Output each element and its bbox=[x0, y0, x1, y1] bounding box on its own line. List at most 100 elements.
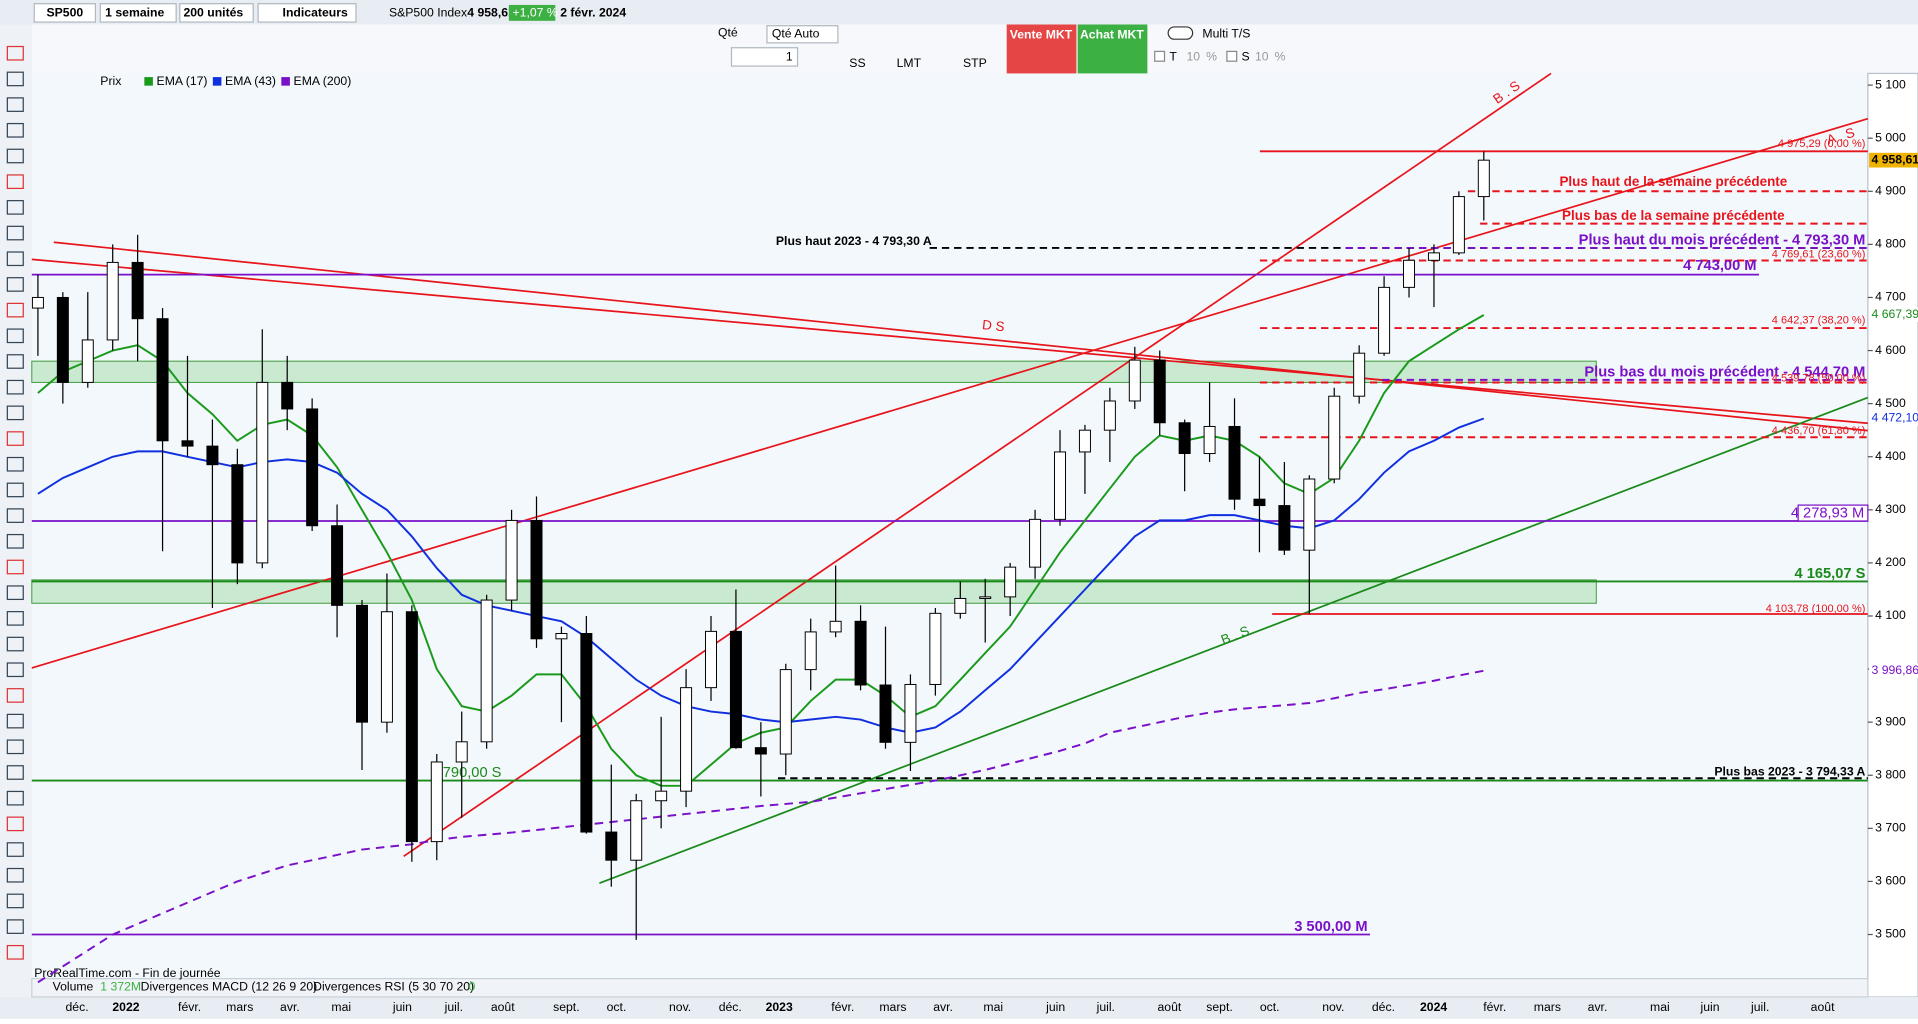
candle-body bbox=[1278, 505, 1291, 551]
candle-body bbox=[455, 741, 468, 763]
price-tag bbox=[1869, 152, 1918, 168]
left-toolbar bbox=[0, 24, 32, 997]
tool-icon bbox=[6, 174, 24, 190]
y-tick-label: 5 100 bbox=[1875, 77, 1906, 91]
candle-body bbox=[405, 611, 418, 843]
legend-label: EMA (17) bbox=[157, 74, 208, 88]
buy-button[interactable] bbox=[1077, 24, 1148, 74]
y-tick-label: 3 800 bbox=[1875, 767, 1906, 781]
price-tag-label: 4 958,61 bbox=[1872, 152, 1918, 166]
candle-body bbox=[106, 261, 119, 341]
ss[interactable]: SS bbox=[849, 56, 865, 70]
multi-ts: Multi T/S bbox=[1202, 27, 1250, 41]
level-label: Plus bas du mois précédent - 4 544,70 M bbox=[1584, 364, 1865, 380]
candle-body bbox=[979, 596, 992, 599]
lmt[interactable]: LMT bbox=[897, 56, 922, 70]
y-tick-label: 4 300 bbox=[1875, 502, 1906, 516]
candle-body bbox=[430, 761, 443, 843]
qty-input[interactable] bbox=[730, 47, 799, 67]
x-tick-label: oct. bbox=[1260, 1000, 1280, 1014]
candle-body bbox=[1178, 422, 1191, 455]
units: 200 unités bbox=[183, 6, 243, 20]
level-label: 4 103,78 (100,00 %) bbox=[1766, 603, 1866, 615]
tool-icon bbox=[6, 508, 24, 523]
tool-icon bbox=[6, 919, 24, 934]
level-label: Plus haut de la semaine précédente bbox=[1559, 174, 1787, 189]
indicators-button[interactable] bbox=[257, 3, 357, 23]
tool-icon bbox=[6, 739, 24, 755]
volume-value: 1 372M bbox=[100, 979, 141, 993]
candle-body bbox=[156, 318, 169, 442]
units-select[interactable] bbox=[179, 3, 254, 23]
qty-label: Qté bbox=[718, 25, 738, 39]
candle-body bbox=[630, 800, 643, 861]
candle-body bbox=[854, 620, 867, 686]
period-select[interactable] bbox=[99, 3, 177, 23]
tool-icon bbox=[6, 148, 24, 164]
candle-body bbox=[56, 296, 69, 383]
checkbox[interactable] bbox=[1226, 50, 1238, 62]
candle-body bbox=[605, 831, 618, 861]
checkbox[interactable] bbox=[1154, 50, 1166, 62]
candle-body bbox=[1054, 451, 1067, 520]
level-label: Plus bas de la semaine précédente bbox=[1562, 208, 1785, 223]
candle-body bbox=[1153, 359, 1166, 424]
tool-icon bbox=[6, 816, 24, 832]
time-axis bbox=[0, 996, 1918, 1019]
legend-price: Prix bbox=[100, 74, 121, 88]
candle-body bbox=[680, 687, 693, 792]
tool-icon bbox=[6, 302, 24, 318]
indicator-bar bbox=[31, 977, 1869, 998]
sell-button[interactable] bbox=[1006, 24, 1077, 74]
candle-body bbox=[655, 790, 668, 802]
candle-body bbox=[281, 381, 294, 410]
price-tag bbox=[1869, 663, 1918, 679]
volume: Volume bbox=[53, 979, 94, 993]
candle-body bbox=[331, 525, 344, 606]
y-tick-label: 3 700 bbox=[1875, 821, 1906, 835]
candle-body bbox=[1128, 359, 1141, 402]
qty-auto-button[interactable] bbox=[766, 25, 839, 44]
candle-body bbox=[306, 408, 319, 527]
candle-body bbox=[1477, 159, 1490, 198]
y-tick-label: 3 600 bbox=[1875, 874, 1906, 888]
stp[interactable]: STP bbox=[963, 56, 987, 70]
trendline bbox=[53, 241, 1868, 432]
toggle[interactable] bbox=[1167, 26, 1194, 40]
x-tick-label: juil. bbox=[1096, 1000, 1115, 1014]
x-tick-label: nov. bbox=[669, 1000, 691, 1014]
legend-swatch bbox=[212, 77, 222, 86]
candle-body bbox=[1328, 395, 1341, 480]
level-label: 4 743,00 M bbox=[1683, 258, 1756, 274]
candle-body bbox=[1403, 259, 1416, 288]
zone bbox=[31, 579, 1597, 604]
tool-icon bbox=[6, 328, 24, 344]
zone bbox=[31, 360, 1597, 383]
x-tick-label: mai bbox=[983, 1000, 1003, 1014]
symbol-select[interactable] bbox=[33, 3, 97, 23]
t-value: 10 bbox=[1187, 50, 1201, 64]
x-tick-label: sept. bbox=[1206, 1000, 1233, 1014]
tool-icon bbox=[6, 585, 24, 601]
t: T bbox=[1169, 50, 1177, 64]
trendline bbox=[31, 258, 1868, 425]
s-value: 10 bbox=[1255, 50, 1269, 64]
macd: Divergences MACD (12 26 9 20) bbox=[141, 979, 318, 993]
level-label: 4 975,29 (0,00 %) bbox=[1778, 138, 1865, 150]
candle-body bbox=[729, 630, 742, 749]
candle-body bbox=[480, 599, 493, 743]
x-tick-label: juin bbox=[1045, 1000, 1065, 1014]
last-price: 4 958,61 bbox=[467, 6, 515, 20]
candle-body bbox=[256, 381, 269, 564]
tool-icon bbox=[6, 790, 24, 806]
y-tick-label: 5 000 bbox=[1875, 130, 1906, 144]
y-tick-label: 4 600 bbox=[1875, 343, 1906, 357]
instrument: S&P500 Index bbox=[389, 6, 467, 20]
level-label: Plus haut du mois précédent - 4 793,30 M bbox=[1579, 232, 1866, 248]
y-tick-label: 4 100 bbox=[1875, 608, 1906, 622]
x-tick-label: mars bbox=[1534, 1000, 1561, 1014]
tool-icon bbox=[6, 944, 24, 960]
x-tick-label: déc. bbox=[1372, 1000, 1395, 1014]
candle-body bbox=[879, 684, 892, 743]
